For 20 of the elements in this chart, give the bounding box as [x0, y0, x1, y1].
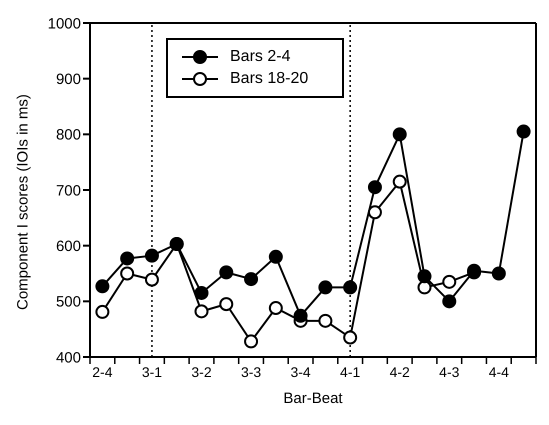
y-tick-label: 800 — [56, 126, 81, 144]
x-tick-label: 4-2 — [390, 364, 410, 380]
x-tick-label: 4-3 — [439, 364, 460, 380]
y-tick-label: 900 — [56, 70, 81, 88]
y-tick-label: 600 — [56, 238, 81, 255]
y-tick-label: 700 — [56, 182, 81, 200]
x-tick-label: 2-4 — [92, 364, 113, 380]
y-tick-label: 400 — [56, 349, 81, 366]
y-axis-title: Component I scores (IOIs in ms) — [14, 94, 32, 310]
x-tick-label: 3-2 — [191, 364, 212, 380]
legend-label: Bars 2-4 — [230, 48, 290, 66]
x-tick-label: 4-1 — [340, 364, 360, 380]
x-tick-label: 3-3 — [240, 364, 262, 380]
y-tick-label: 1000 — [48, 15, 81, 32]
legend-label: Bars 18-20 — [230, 70, 308, 88]
x-tick-label: 4-4 — [488, 364, 510, 380]
y-tick-label: 500 — [56, 294, 81, 311]
x-axis-title: Bar-Beat — [283, 390, 344, 407]
x-tick-label: 3-4 — [290, 364, 311, 380]
x-tick-label: 3-1 — [142, 364, 162, 380]
